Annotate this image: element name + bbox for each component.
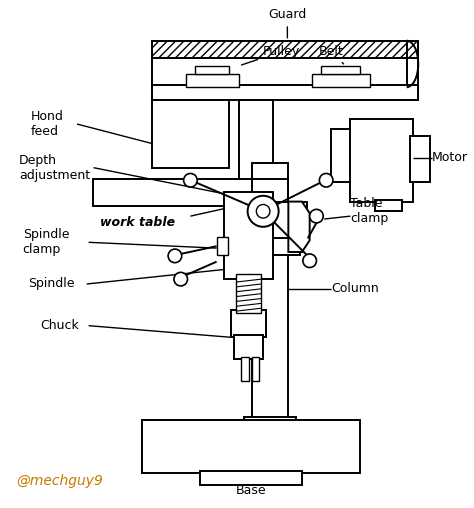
Bar — [142, 420, 360, 473]
Text: Depth
adjustment: Depth adjustment — [19, 153, 90, 182]
Text: Column: Column — [331, 282, 379, 295]
Bar — [244, 417, 296, 444]
Bar — [236, 274, 261, 313]
Text: Belt: Belt — [319, 45, 344, 64]
Bar — [241, 357, 248, 381]
Bar — [152, 85, 418, 100]
Circle shape — [183, 173, 197, 187]
Bar — [152, 41, 418, 58]
Circle shape — [168, 249, 182, 263]
Bar — [152, 58, 418, 87]
Circle shape — [174, 272, 188, 286]
Text: Motor: Motor — [432, 151, 468, 165]
Bar — [252, 357, 259, 381]
Circle shape — [303, 254, 317, 268]
Bar — [231, 310, 266, 337]
Bar — [350, 119, 413, 202]
Bar — [200, 471, 302, 485]
Bar — [252, 163, 288, 473]
Bar — [242, 238, 300, 255]
Bar — [331, 129, 360, 182]
Bar — [234, 202, 307, 240]
Bar — [321, 66, 360, 74]
Polygon shape — [288, 202, 310, 252]
Circle shape — [256, 205, 270, 218]
Circle shape — [247, 196, 279, 227]
Bar — [239, 100, 273, 221]
Bar — [186, 74, 239, 87]
Text: Spindle
clamp: Spindle clamp — [23, 228, 69, 257]
Circle shape — [319, 173, 333, 187]
Bar — [311, 74, 370, 87]
Bar — [252, 179, 288, 206]
Circle shape — [310, 209, 323, 223]
Bar — [234, 335, 263, 359]
Bar — [374, 200, 402, 211]
Text: Spindle: Spindle — [28, 277, 75, 291]
Bar — [410, 136, 430, 182]
Text: Pulley: Pulley — [242, 45, 301, 65]
Bar — [152, 100, 229, 168]
Bar — [217, 237, 228, 255]
Text: Chuck: Chuck — [40, 319, 79, 332]
Bar — [93, 179, 263, 206]
Text: Guard: Guard — [268, 8, 307, 38]
Bar — [407, 41, 418, 87]
Text: @mechguy9: @mechguy9 — [16, 474, 103, 488]
Bar — [224, 192, 273, 279]
Bar — [195, 66, 229, 74]
Text: Base: Base — [236, 484, 267, 497]
Text: Table
clamp: Table clamp — [350, 197, 389, 225]
Text: Hond
feed: Hond feed — [30, 110, 64, 138]
Text: work table: work table — [100, 216, 175, 230]
